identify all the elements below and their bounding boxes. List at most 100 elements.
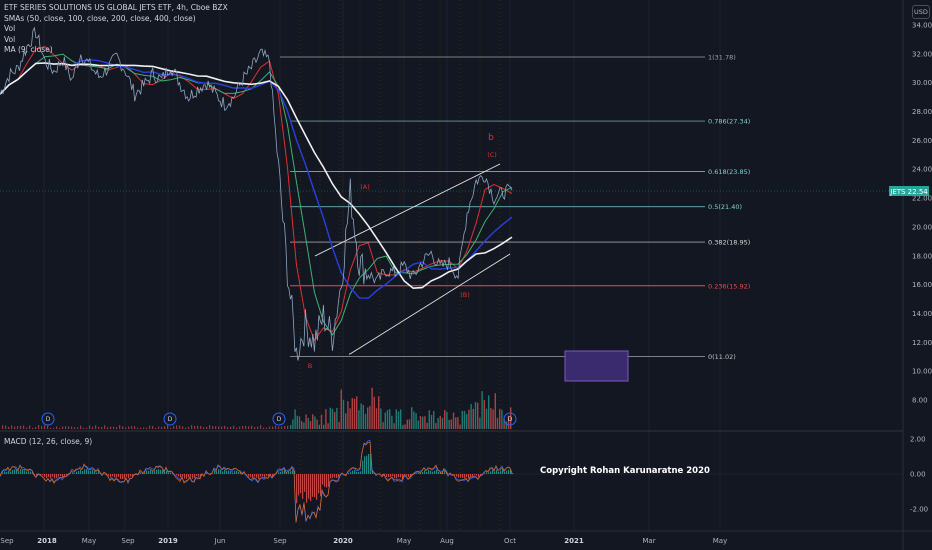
wave-label: (B) [460,291,470,299]
symbol-title[interactable]: ETF SERIES SOLUTIONS US GLOBAL JETS ETF,… [4,3,228,12]
macd-histogram-bar [382,474,384,476]
macd-histogram-bar [336,474,338,478]
macd-histogram-bar [170,472,172,474]
macd-histogram-bar [308,474,310,499]
volume-bar [170,427,172,429]
macd-histogram-bar [428,470,430,474]
volume-bar [158,426,160,429]
volume-bar [245,425,247,429]
volume-bar [435,423,437,429]
svg-text:D: D [277,416,282,423]
macd-histogram-bar [214,470,216,474]
wave-label: (C) [487,151,497,159]
macd-histogram-bar [168,472,170,474]
volume-bar [439,415,441,429]
macd-histogram-bar [268,474,270,477]
macd-histogram-bar [480,474,482,476]
macd-histogram-bar [356,471,358,474]
macd-histogram-bar [192,474,194,479]
volume-bar [490,408,492,429]
volume-bar [254,427,256,429]
macd-histogram-bar [288,471,290,474]
moving-average-line [0,46,513,342]
macd-histogram-bar [282,470,284,474]
moving-average-line [0,62,513,290]
macd-histogram-bar [52,474,54,477]
volume-bar [496,417,499,429]
macd-histogram-bar [56,474,58,479]
volume-bar [17,426,19,429]
macd-histogram-bar [198,474,200,477]
macd-histogram-bar [250,474,252,478]
macd-histogram-bar [28,471,30,474]
macd-histogram-bar [112,474,114,477]
macd-histogram-bar [230,471,232,474]
volume-bar [242,426,244,429]
macd-histogram-bar [468,474,470,479]
volume-indicator-label-2[interactable]: Vol [4,34,16,44]
x-tick-label: Mar [642,537,655,545]
volume-bar [303,422,305,429]
chart-legend: ETF SERIES SOLUTIONS US GLOBAL JETS ETF,… [4,3,228,56]
last-price-text: JETS 22.54 [889,188,928,196]
volume-bar [353,398,356,429]
volume-bar [179,425,181,429]
macd-pane [0,439,514,523]
volume-bar [188,426,190,429]
macd-label[interactable]: MACD (12, 26, close, 9) [4,437,93,446]
macd-histogram-bar [196,474,198,476]
volume-bar [373,396,375,429]
volume-bar [155,427,157,429]
macd-histogram-bar [48,474,50,477]
macd-histogram-bar [384,474,386,475]
volume-bar [44,425,46,429]
moving-averages [0,46,513,342]
fib-level-label: 0(11.02) [708,353,736,361]
macd-histogram-bar [74,473,76,474]
macd-histogram-bar [286,472,288,474]
volume-bar [345,413,347,429]
wave-label: b [488,133,494,143]
volume-bar [23,425,25,429]
y-tick-label: 32.00 [912,50,932,58]
volume-bar [68,426,70,429]
volume-bar [224,425,226,429]
macd-histogram-bar [200,474,202,477]
macd-histogram-bar [194,474,196,478]
volume-bar [185,427,187,429]
macd-histogram-bar [22,469,24,474]
macd-axis: 2.00 0.00 -2.00 [910,436,928,514]
macd-histogram-bar [454,474,456,475]
macd-histogram-bar [152,470,154,474]
volume-bar [461,410,463,429]
x-grid [43,0,721,531]
volume-bar [296,415,298,429]
volume-bar [152,425,154,429]
currency-button[interactable]: USD [912,5,930,19]
volume-bar [116,427,118,429]
volume-bar [463,410,466,429]
macd-histogram-bar [18,471,20,474]
volume-bar [448,419,450,429]
sma-indicator-label[interactable]: SMAs (50, close, 100, close, 200, close,… [4,13,196,23]
macd-histogram-bar [72,472,74,474]
dividend-markers [41,412,517,426]
macd-histogram-bar [78,471,80,474]
macd-histogram-bar [466,474,468,477]
macd-histogram-bar [360,471,362,474]
macd-histogram-bar [54,474,56,479]
volume-indicator-label[interactable]: Vol [4,24,16,33]
price-series [0,26,513,361]
volume-bar [62,426,64,429]
ma-indicator-label[interactable]: MA (9, close) [4,45,53,54]
macd-histogram-bar [186,474,188,479]
macd-histogram-bar [50,474,52,479]
macd-histogram-bar [496,469,498,474]
volume-bar [444,409,446,429]
volume-bar [505,421,507,429]
volume-bar [389,409,391,429]
volume-bar [415,413,417,429]
macd-histogram-bar [94,470,96,474]
